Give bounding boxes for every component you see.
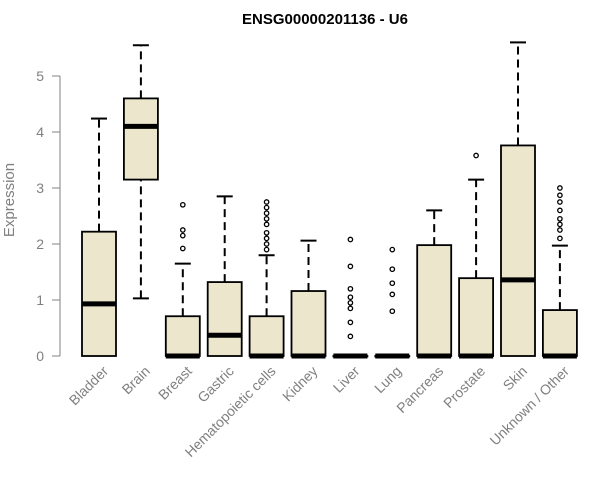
box-group <box>332 236 369 359</box>
outlier-point <box>179 245 186 252</box>
box-group <box>164 201 201 359</box>
y-tick-label: 5 <box>36 68 44 84</box>
outlier-point <box>389 246 396 253</box>
outlier-point <box>263 210 270 217</box>
box-body <box>206 281 243 357</box>
outlier-point <box>263 221 270 228</box>
y-axis: 0 1 2 3 4 5 <box>36 68 61 364</box>
outlier-point <box>347 299 354 306</box>
x-tick-label: Kidney <box>279 363 321 405</box>
x-tick-label: Skin <box>500 363 531 394</box>
box-body <box>458 277 495 357</box>
outlier-point <box>557 235 563 242</box>
box-group <box>248 199 285 359</box>
box-group <box>416 209 453 359</box>
box-body <box>500 144 536 357</box>
outlier-point <box>263 235 270 242</box>
y-tick-label: 1 <box>36 292 44 308</box>
y-tick-label: 3 <box>36 180 44 196</box>
box-group <box>374 246 411 359</box>
x-tick-label: Pancreas <box>393 363 446 416</box>
x-tick-label: Prostate <box>440 363 488 411</box>
box-group <box>81 117 117 357</box>
box-body <box>542 309 578 357</box>
outlier-point <box>263 241 270 247</box>
box-body <box>164 315 201 357</box>
outlier-point <box>347 285 354 292</box>
outlier-point <box>557 192 563 199</box>
outlier-point <box>557 215 563 222</box>
outlier-point <box>263 199 270 205</box>
outlier-point <box>347 305 354 312</box>
box-group <box>123 44 159 300</box>
box-body <box>248 315 285 357</box>
outlier-point <box>389 280 396 287</box>
box-group <box>458 152 495 359</box>
box-group <box>542 185 578 359</box>
outlier-point <box>347 236 354 243</box>
outlier-point <box>557 207 563 214</box>
outlier-point <box>389 308 396 315</box>
outlier-point <box>347 294 354 301</box>
outlier-point <box>179 227 186 233</box>
outlier-point <box>557 221 563 228</box>
outlier-point <box>347 263 354 270</box>
outlier-point <box>557 185 563 191</box>
x-tick-label: Lung <box>371 363 404 396</box>
outlier-point <box>557 227 563 233</box>
box-group <box>206 195 243 357</box>
box-body <box>123 97 159 181</box>
outlier-point <box>179 201 186 208</box>
box-group <box>290 239 327 359</box>
outlier-point <box>473 152 479 159</box>
outlier-point <box>347 333 354 340</box>
x-tick-label: Unknown / Other <box>486 363 572 449</box>
box-group <box>500 41 536 357</box>
x-tick-label: Liver <box>330 363 363 396</box>
outlier-point <box>263 229 270 236</box>
outlier-point <box>557 199 563 205</box>
box-body <box>290 290 327 357</box>
y-tick-label: 4 <box>36 124 44 140</box>
outlier-point <box>389 291 396 298</box>
outlier-point <box>263 215 270 222</box>
x-tick-label: Breast <box>155 363 195 403</box>
outlier-point <box>347 319 354 326</box>
box-body <box>416 244 453 357</box>
y-axis-label: Expression <box>1 163 18 237</box>
y-tick-label: 0 <box>36 348 44 364</box>
outlier-point <box>389 266 396 273</box>
outlier-point <box>263 204 270 211</box>
box-body <box>81 230 117 357</box>
box-series <box>81 41 578 359</box>
outlier-point <box>263 246 270 253</box>
y-tick-label: 2 <box>36 236 44 252</box>
x-tick-label: Bladder <box>66 363 112 409</box>
chart-title: ENSG00000201136 - U6 <box>242 11 408 28</box>
x-tick-label: Brain <box>119 363 153 397</box>
outlier-point <box>179 232 186 239</box>
